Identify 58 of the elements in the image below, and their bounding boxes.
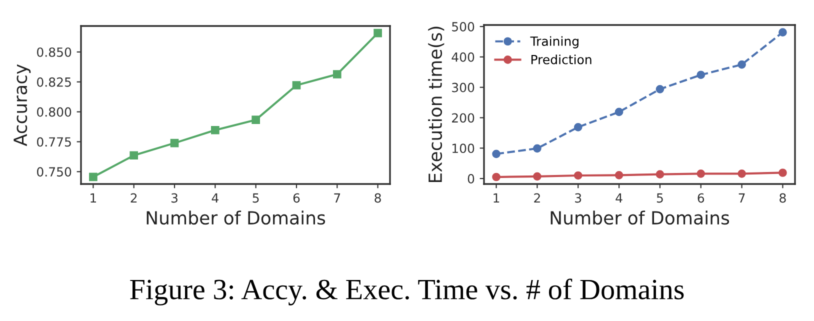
point xyxy=(89,172,98,182)
x-axis-title: Number of Domains xyxy=(550,210,730,225)
point xyxy=(778,168,787,177)
y-tick-label: 500 xyxy=(452,22,474,32)
x-tick-label: 7 xyxy=(334,193,340,203)
point xyxy=(533,144,542,153)
point xyxy=(292,81,301,90)
point xyxy=(614,108,624,116)
x-tick-label: 6 xyxy=(293,193,300,203)
x-tick-label: 5 xyxy=(656,193,663,203)
y-tick-label: 200 xyxy=(452,113,474,123)
point xyxy=(656,170,664,178)
point xyxy=(656,84,664,94)
x-tick-label: 8 xyxy=(780,193,786,203)
legend-label: Prediction xyxy=(531,54,592,64)
x-axis-title: Number of Domains xyxy=(146,210,326,225)
x-tick-label: 7 xyxy=(738,193,745,203)
x-tick-label: 6 xyxy=(698,193,704,203)
point xyxy=(492,172,500,182)
point xyxy=(492,150,500,158)
point xyxy=(374,28,382,38)
point xyxy=(332,70,342,78)
x-tick-label: 5 xyxy=(252,193,259,203)
y-tick-label: 0.800 xyxy=(37,107,72,117)
legend-label: Training xyxy=(530,36,578,48)
point xyxy=(738,169,746,178)
y-tick-label: 300 xyxy=(452,82,474,92)
point xyxy=(574,122,582,132)
point xyxy=(614,171,624,180)
point xyxy=(574,171,582,180)
x-tick-label: 4 xyxy=(212,193,218,203)
x-tick-label: 8 xyxy=(374,193,381,203)
y-tick-label: 400 xyxy=(452,52,474,62)
point xyxy=(211,126,220,134)
x-tick-label: 3 xyxy=(171,193,178,203)
point xyxy=(252,116,260,124)
y-tick-label: 0.750 xyxy=(37,167,72,177)
caption: Figure 3: Accy. & Exec. Time vs. # of Domains xyxy=(130,278,684,306)
point xyxy=(738,60,746,69)
y-axis-title: Execution time(s) xyxy=(428,26,444,182)
y-tick-label: 100 xyxy=(452,144,474,154)
x-tick-label: 3 xyxy=(575,193,582,203)
point xyxy=(533,172,542,181)
point xyxy=(778,28,787,36)
x-tick-label: 2 xyxy=(130,193,137,203)
y-tick-label: 0.775 xyxy=(37,137,71,147)
y-axis-title: Accuracy xyxy=(14,64,31,146)
point xyxy=(170,138,179,148)
x-tick-label: 2 xyxy=(534,193,540,203)
x-tick-label: 1 xyxy=(90,193,96,203)
point xyxy=(696,169,706,178)
point xyxy=(696,70,706,80)
y-tick-label: 0 xyxy=(468,174,474,184)
x-tick-label: 1 xyxy=(494,193,500,203)
point xyxy=(130,151,138,160)
y-tick-label: 0.825 xyxy=(37,77,71,87)
x-tick-label: 4 xyxy=(616,193,622,203)
y-tick-label: 0.850 xyxy=(37,47,72,57)
